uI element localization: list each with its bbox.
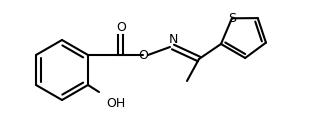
Text: S: S	[228, 12, 236, 25]
Text: O: O	[116, 21, 126, 34]
Text: OH: OH	[106, 97, 125, 110]
Text: O: O	[138, 48, 148, 61]
Text: N: N	[168, 33, 178, 46]
